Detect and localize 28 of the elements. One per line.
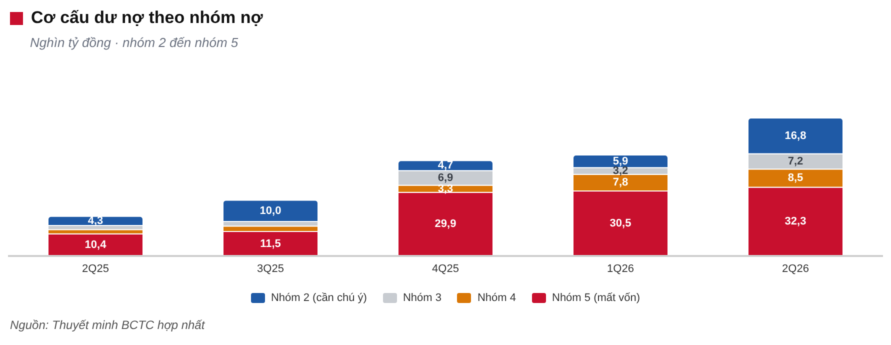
x-tick-label: 2Q26: [782, 262, 809, 275]
data-label: 5,9: [612, 155, 628, 168]
x-tick-label: 4Q25: [432, 262, 459, 275]
data-label: 6,9: [438, 172, 454, 184]
data-label: 10,4: [84, 238, 108, 251]
data-label: 4,3: [88, 214, 104, 227]
x-tick-label: 1Q26: [607, 262, 634, 275]
legend-label: Nhóm 2 (cần chú ý): [270, 292, 367, 304]
data-label: 7,8: [612, 176, 628, 189]
data-label: 11,5: [260, 238, 281, 250]
data-label: 16,8: [784, 130, 806, 142]
bar: [48, 216, 144, 226]
legend-label: Nhóm 4: [477, 292, 516, 304]
x-tick-label: 3Q25: [257, 262, 284, 275]
data-label: 4,7: [438, 160, 454, 172]
legend-label: Nhóm 5 (mất vốn): [552, 292, 640, 304]
chart-subtitle: Nghìn tỷ đồng · nhóm 2 đến nhóm 5: [30, 35, 240, 50]
data-label: 3,2: [612, 165, 628, 178]
legend-label: Nhóm 3: [402, 292, 442, 304]
data-label: 29,9: [434, 218, 456, 230]
x-tick-label: 2Q25: [82, 262, 109, 275]
chart-title: Cơ cấu dư nợ theo nhóm nợ: [31, 8, 263, 28]
data-label: 30,5: [610, 218, 632, 230]
data-label: 10,0: [260, 204, 282, 217]
data-label: 32,3: [784, 216, 806, 228]
data-label: 7,2: [788, 155, 804, 168]
data-label: 8,5: [788, 172, 804, 184]
text: Nguồn: Thuyết minh BCTC hợp nhất: [10, 318, 205, 332]
